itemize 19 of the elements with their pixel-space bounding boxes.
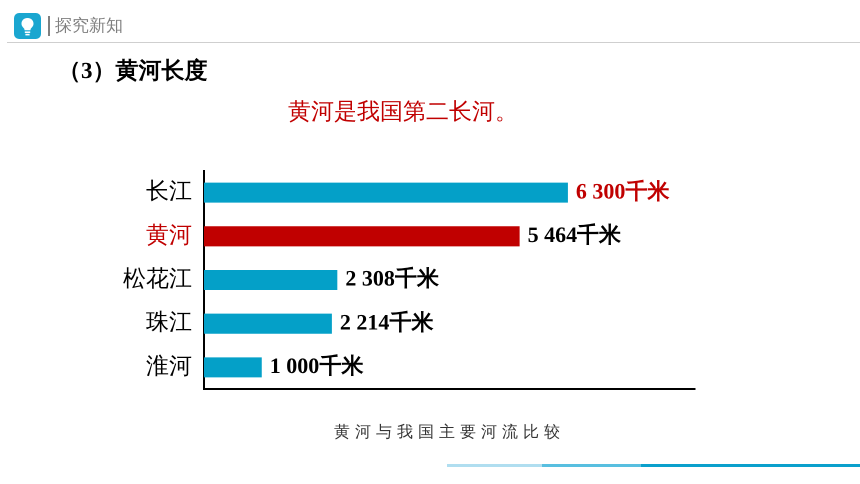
chart-subtitle: 黄河是我国第二长河。 bbox=[288, 98, 518, 126]
data-label: 2 308千米 bbox=[345, 266, 440, 291]
data-label: 2 214千米 bbox=[340, 309, 434, 334]
text: 探究新知 bbox=[48, 16, 123, 36]
y-tick-label: 松花江 bbox=[123, 266, 192, 292]
y-tick-label: 珠江 bbox=[146, 310, 192, 335]
bar bbox=[204, 270, 338, 290]
data-label: 5 464千米 bbox=[528, 222, 622, 248]
data-label: 6 300千米 bbox=[576, 178, 670, 204]
bar bbox=[204, 314, 332, 334]
y-tick-label: 长江 bbox=[146, 178, 192, 204]
bar bbox=[204, 226, 520, 246]
bar bbox=[204, 182, 568, 203]
y-tick-label: 淮河 bbox=[146, 353, 192, 378]
chart-title: （3）黄河长度 bbox=[58, 57, 208, 85]
bar bbox=[204, 357, 262, 378]
y-tick-label: 黄河 bbox=[146, 222, 192, 248]
data-label: 1 000千米 bbox=[270, 353, 364, 378]
text: 黄河与我国主要河流比较 bbox=[333, 422, 566, 443]
